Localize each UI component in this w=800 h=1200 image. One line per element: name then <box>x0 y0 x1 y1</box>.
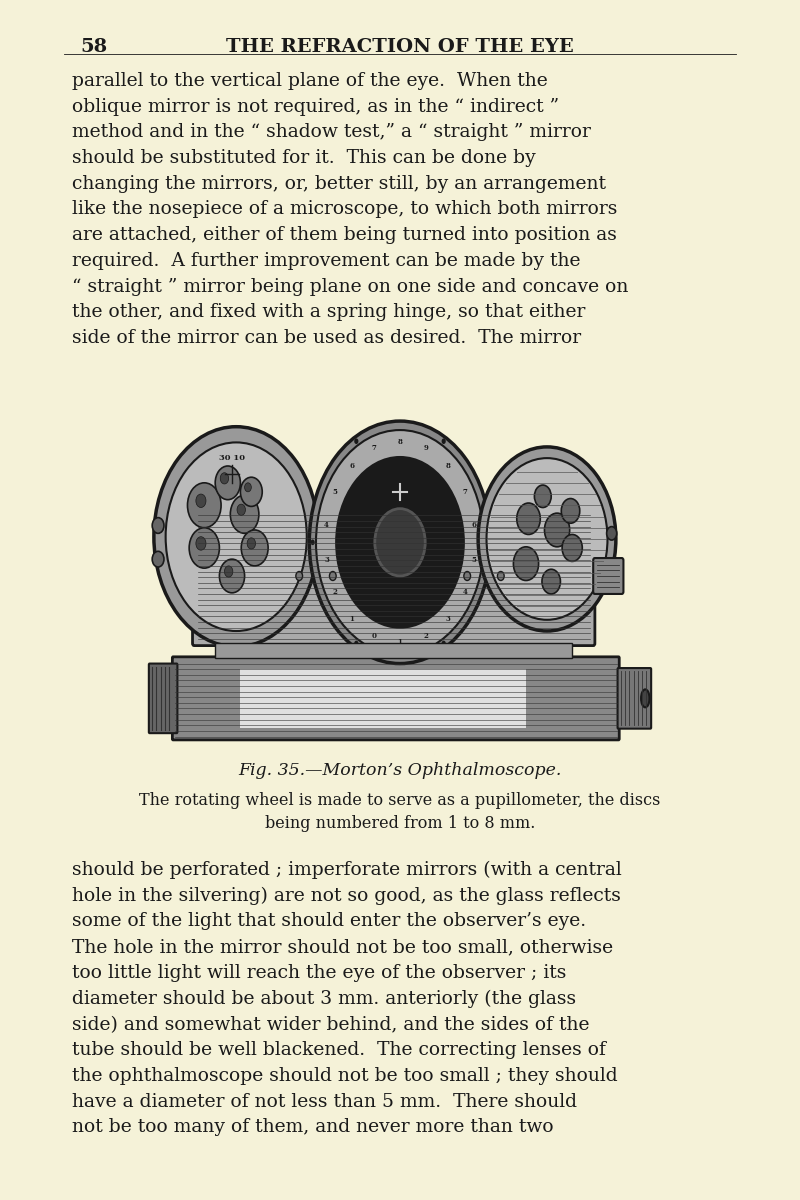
Text: should be perforated ; imperforate mirrors (with a central
hole in the silvering: should be perforated ; imperforate mirro… <box>72 860 622 1136</box>
Text: 4: 4 <box>324 521 329 529</box>
Text: 58: 58 <box>80 38 107 56</box>
Circle shape <box>514 547 538 581</box>
Circle shape <box>219 559 245 593</box>
Circle shape <box>316 430 484 654</box>
Text: 9: 9 <box>423 444 428 452</box>
Circle shape <box>240 478 262 506</box>
Circle shape <box>498 571 504 581</box>
Ellipse shape <box>606 527 617 540</box>
Circle shape <box>442 438 446 444</box>
Circle shape <box>545 514 570 547</box>
Text: 30 10: 30 10 <box>219 454 245 462</box>
Circle shape <box>517 503 540 534</box>
Text: 7: 7 <box>462 488 467 497</box>
Bar <box>215 643 572 658</box>
Circle shape <box>296 571 302 581</box>
Bar <box>173 658 618 739</box>
Circle shape <box>562 534 582 562</box>
Circle shape <box>486 540 490 545</box>
FancyBboxPatch shape <box>193 506 595 646</box>
Text: 8: 8 <box>398 438 402 446</box>
Text: parallel to the vertical plane of the eye.  When the
oblique mirror is not requi: parallel to the vertical plane of the ey… <box>72 72 628 347</box>
Circle shape <box>245 482 251 492</box>
Text: 2: 2 <box>333 588 338 596</box>
Text: THE REFRACTION OF THE EYE: THE REFRACTION OF THE EYE <box>226 38 574 56</box>
Circle shape <box>220 473 229 484</box>
Text: 2: 2 <box>423 632 428 641</box>
Text: 6: 6 <box>350 462 354 469</box>
Circle shape <box>247 538 255 550</box>
Circle shape <box>354 641 358 647</box>
Circle shape <box>166 443 306 631</box>
Circle shape <box>196 494 206 508</box>
Circle shape <box>534 485 551 508</box>
Text: 8: 8 <box>446 462 450 469</box>
Circle shape <box>237 504 246 515</box>
FancyBboxPatch shape <box>593 558 623 594</box>
Circle shape <box>354 438 358 444</box>
Text: The rotating wheel is made to serve as a pupillometer, the discs
being numbered : The rotating wheel is made to serve as a… <box>139 792 661 833</box>
Circle shape <box>215 466 240 499</box>
Circle shape <box>242 530 268 566</box>
Text: Fig. 35.—Morton’s Ophthalmoscope.: Fig. 35.—Morton’s Ophthalmoscope. <box>238 762 562 779</box>
Ellipse shape <box>152 517 164 533</box>
Text: 5: 5 <box>333 488 338 497</box>
Circle shape <box>478 446 616 631</box>
FancyBboxPatch shape <box>618 668 651 728</box>
Circle shape <box>225 566 233 577</box>
Circle shape <box>187 482 221 528</box>
FancyBboxPatch shape <box>149 664 178 733</box>
Ellipse shape <box>152 551 164 568</box>
Text: 5: 5 <box>471 556 476 564</box>
Circle shape <box>189 528 219 568</box>
Circle shape <box>464 571 470 581</box>
Bar <box>240 670 526 727</box>
Circle shape <box>196 536 206 550</box>
Circle shape <box>310 421 490 664</box>
Text: 7: 7 <box>372 444 377 452</box>
Circle shape <box>154 427 318 647</box>
Text: 6: 6 <box>471 521 476 529</box>
Circle shape <box>310 540 314 545</box>
Bar <box>215 643 572 658</box>
Text: 4: 4 <box>462 588 467 596</box>
Text: 1: 1 <box>398 638 402 647</box>
Text: 3: 3 <box>324 556 329 564</box>
Text: 3: 3 <box>446 614 450 623</box>
Circle shape <box>542 569 561 594</box>
Circle shape <box>230 496 259 533</box>
Circle shape <box>336 457 464 628</box>
Text: 0: 0 <box>372 632 377 641</box>
Circle shape <box>374 509 426 576</box>
Circle shape <box>442 641 446 647</box>
Text: 1: 1 <box>350 614 354 623</box>
Circle shape <box>486 458 607 619</box>
Circle shape <box>562 498 580 523</box>
Ellipse shape <box>641 689 650 707</box>
Circle shape <box>330 571 336 581</box>
